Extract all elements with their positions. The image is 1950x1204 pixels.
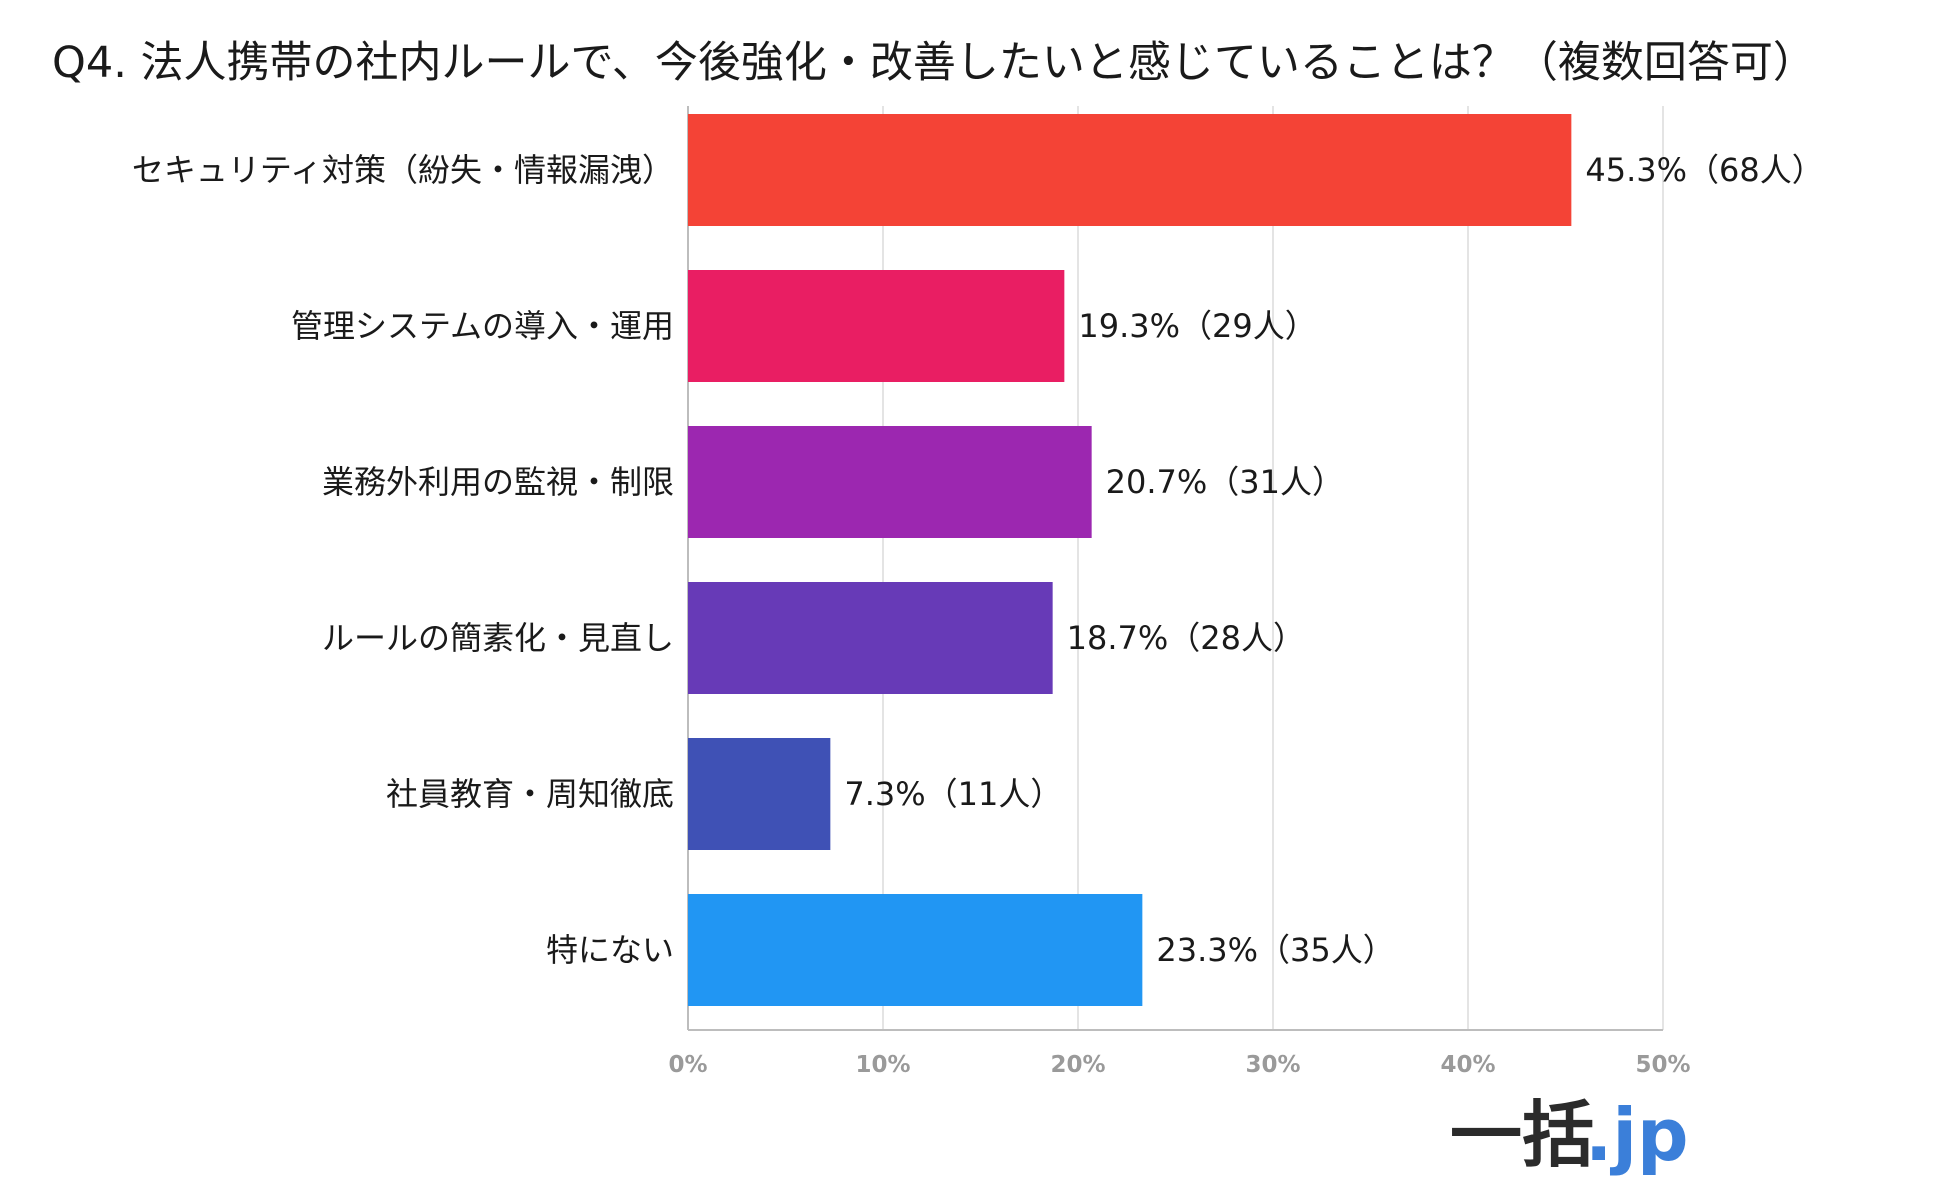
bar	[688, 894, 1143, 1006]
bars	[688, 114, 1572, 1006]
x-tick-label: 20%	[1050, 1052, 1105, 1078]
data-label: 45.3%（68人）	[1585, 151, 1823, 189]
ikkatsu-jp-logo: 一括 .jp	[1450, 1093, 1689, 1177]
data-label: 19.3%（29人）	[1078, 307, 1316, 345]
bar	[688, 114, 1572, 226]
x-tick-label: 30%	[1245, 1052, 1300, 1078]
bar	[688, 582, 1053, 694]
category-label: 管理システムの導入・運用	[291, 307, 674, 345]
bar	[688, 738, 831, 850]
bar	[688, 426, 1092, 538]
data-label: 18.7%（28人）	[1067, 619, 1305, 657]
category-label: 特にない	[546, 931, 674, 969]
bar	[688, 270, 1065, 382]
category-label: ルールの簡素化・見直し	[322, 619, 674, 657]
logo-jp: .jp	[1585, 1093, 1689, 1177]
x-tick-label: 50%	[1635, 1052, 1690, 1078]
data-label: 7.3%（11人）	[844, 775, 1062, 813]
logo-kanji: 一括	[1450, 1093, 1594, 1177]
category-label: 業務外利用の監視・制限	[322, 463, 674, 501]
x-tick-label: 0%	[668, 1052, 707, 1078]
data-label: 23.3%（35人）	[1156, 931, 1394, 969]
x-axis-ticks: 0% 10% 20% 30% 40% 50%	[668, 1052, 1690, 1078]
category-labels: セキュリティ対策（紛失・情報漏洩） 管理システムの導入・運用業務外利用の監視・制限…	[132, 151, 674, 969]
x-tick-label: 40%	[1440, 1052, 1495, 1078]
chart-title: Q4. 法人携帯の社内ルールで、今後強化・改善したいと感じていることは？（複数回…	[52, 38, 1816, 88]
grid-lines	[687, 106, 1664, 1031]
category-label: 社員教育・周知徹底	[386, 775, 674, 813]
data-label: 20.7%（31人）	[1106, 463, 1344, 501]
x-tick-label: 10%	[855, 1052, 910, 1078]
category-label: セキュリティ対策（紛失・情報漏洩）	[132, 151, 674, 189]
value-labels: 45.3%（68人） 19.3%（29人） 20.7%（31人） 18.7%（28人）…	[844, 151, 1823, 969]
